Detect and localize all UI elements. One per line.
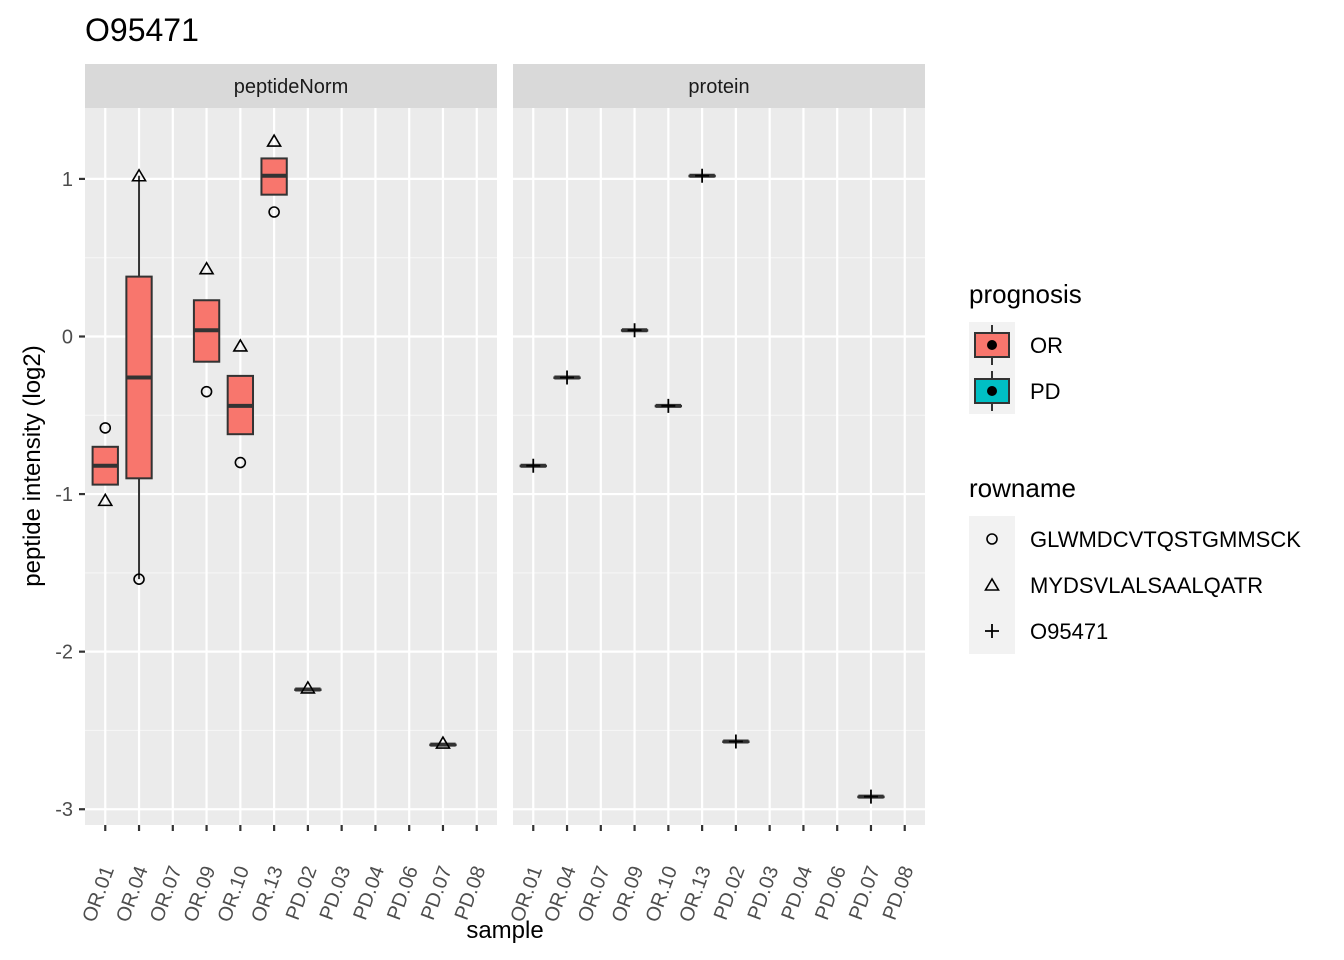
legend-key-bg xyxy=(969,562,1015,608)
point-plus xyxy=(560,370,575,385)
facet-strip-label: protein xyxy=(688,76,749,98)
legend-label: O95471 xyxy=(1030,619,1108,644)
legend-triangle-icon xyxy=(984,577,1000,591)
legend-key-dot xyxy=(987,386,997,396)
point-plus xyxy=(728,734,743,749)
legend-label: OR xyxy=(1030,333,1063,358)
point-triangle xyxy=(299,680,316,694)
point-plus xyxy=(661,398,676,413)
point-triangle xyxy=(131,168,147,182)
point-triangle xyxy=(435,735,451,749)
legend-key-bg xyxy=(969,516,1015,562)
legend-label: GLWMDCVTQSTGMMSCK xyxy=(1030,527,1301,552)
point-circle xyxy=(133,573,145,585)
box-PD.02 xyxy=(294,687,322,692)
point-circle xyxy=(99,422,112,434)
box-OR.01 xyxy=(91,445,119,486)
legend-label: MYDSVLALSAALQATR xyxy=(1030,573,1263,598)
point-plus xyxy=(526,458,541,473)
x-tick-label: PD.08 xyxy=(451,863,491,923)
facet-strip-label: peptideNorm xyxy=(234,76,349,98)
y-tick-label: 1 xyxy=(62,169,73,191)
box-OR.04 xyxy=(125,175,153,580)
y-axis-label: peptide intensity (log2) xyxy=(19,345,46,586)
point-triangle xyxy=(232,338,249,352)
panel-background xyxy=(513,108,925,825)
legend-title-prognosis: prognosis xyxy=(969,279,1082,309)
point-circle xyxy=(234,456,247,469)
facet-strip xyxy=(513,64,925,108)
point-plus xyxy=(863,789,878,804)
point-triangle xyxy=(97,492,114,507)
facet-panels: peptideNormOR.01OR.04OR.07OR.09OR.10OR.1… xyxy=(55,64,925,925)
point-circle xyxy=(200,385,213,398)
legend-label: PD xyxy=(1030,379,1061,404)
chart-title: O95471 xyxy=(85,12,199,48)
legend-key-dot xyxy=(987,340,997,350)
x-axis-label: sample xyxy=(466,917,543,944)
facet-strip xyxy=(85,64,497,108)
point-triangle xyxy=(198,261,215,275)
box-OR.10 xyxy=(226,374,255,436)
point-plus xyxy=(695,168,710,183)
y-tick-label: -2 xyxy=(55,642,73,664)
legend-title-rowname: rowname xyxy=(969,473,1076,503)
panel-protein: proteinOR.01OR.04OR.07OR.09OR.10OR.13PD.… xyxy=(507,64,925,925)
box-OR.13 xyxy=(260,157,288,196)
legend-plus-icon xyxy=(985,624,999,638)
box-OR.09 xyxy=(192,299,221,363)
point-triangle xyxy=(266,133,283,147)
y-tick-label: 0 xyxy=(62,326,73,348)
x-tick-label: PD.08 xyxy=(879,863,919,923)
panel-peptideNorm: peptideNormOR.01OR.04OR.07OR.09OR.10OR.1… xyxy=(55,64,497,925)
box-PD.07 xyxy=(429,742,457,747)
y-tick-label: -3 xyxy=(55,799,73,821)
panel-background xyxy=(85,108,497,825)
y-tick-label: -1 xyxy=(55,484,73,506)
legend-circle-icon xyxy=(986,533,998,545)
legends: prognosis OR PD rowname GLWMDCVTQSTGMMSCK MYD… xyxy=(969,279,1301,654)
point-plus xyxy=(627,323,642,338)
point-circle xyxy=(268,206,280,218)
